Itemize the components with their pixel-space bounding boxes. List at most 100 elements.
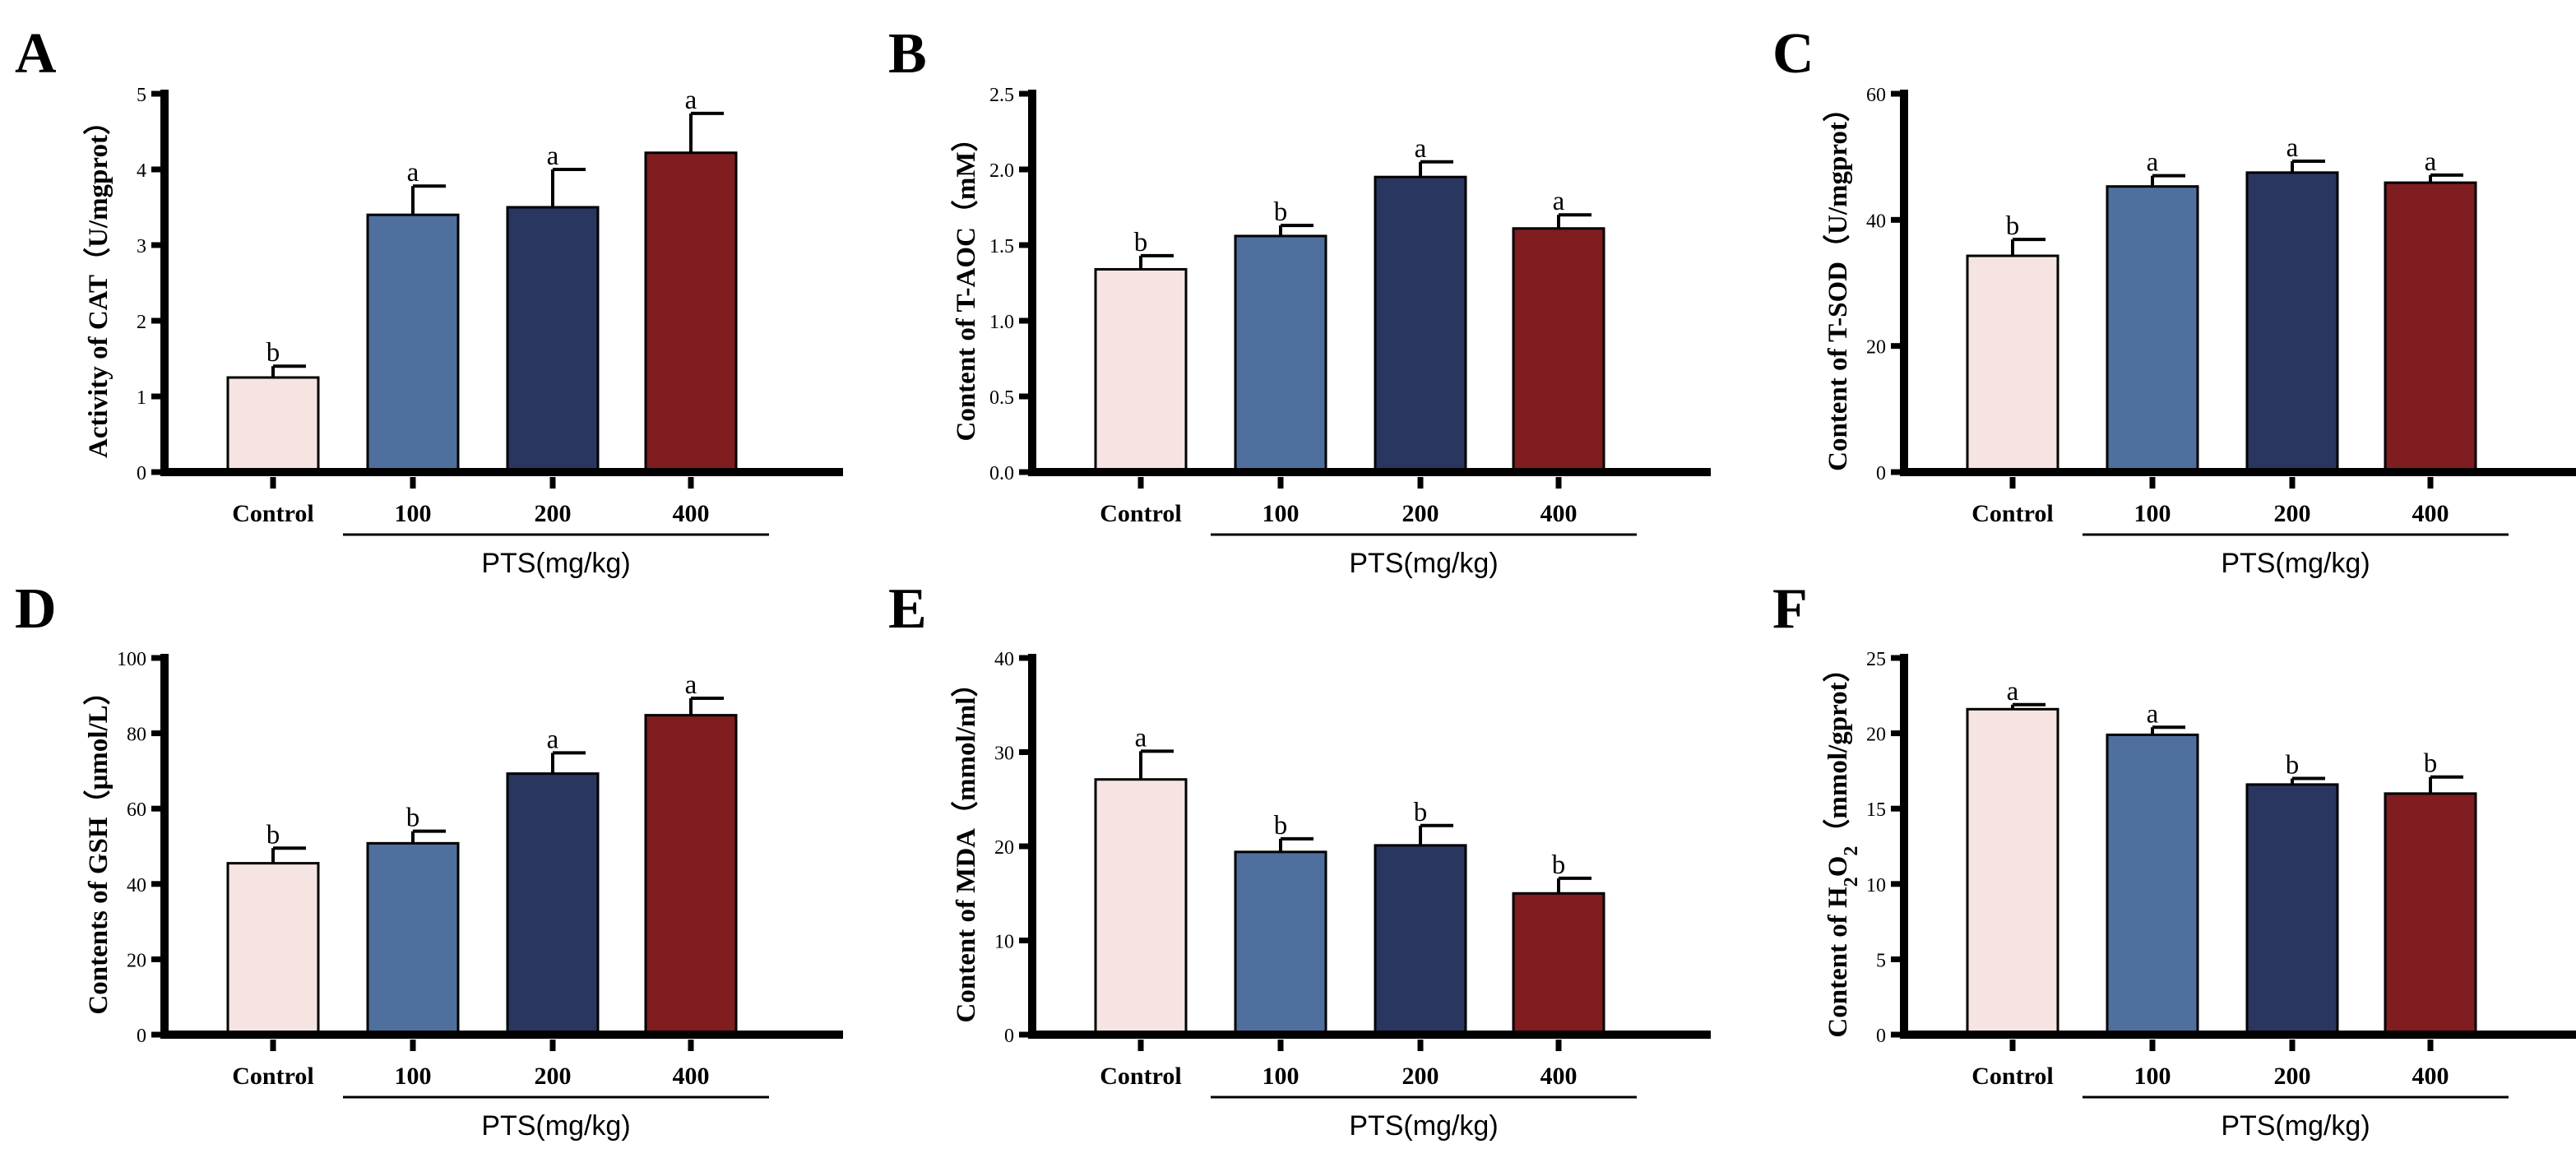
- y-tick-label: 0.5: [989, 387, 1014, 409]
- bar: [2106, 733, 2199, 1036]
- significance-label: a: [2147, 699, 2159, 729]
- panel-label: D: [15, 577, 57, 641]
- group-label: PTS(mg/kg): [481, 548, 630, 579]
- panel-b: Bb Control b 100 a 200 a 400 0.0 0.5 1.0 1.5 2.0 2.5 P…: [888, 22, 1711, 579]
- y-axis-label: Content of H2O2（mmol/gprot）: [1823, 655, 1862, 1037]
- x-tick-label: 100: [2134, 500, 2171, 527]
- x-tick-label: Control: [1100, 1063, 1181, 1090]
- y-tick-label: 0: [1876, 1026, 1886, 1047]
- y-tick-label: 60: [127, 799, 146, 821]
- x-tick-label: 200: [2274, 500, 2311, 527]
- significance-label: a: [685, 670, 697, 700]
- panel-f: Fa Control a 100 b 200 b 400 0 5 10 15 20 25 PTS(mg/kg…: [1772, 577, 2576, 1142]
- significance-label: b: [266, 820, 280, 850]
- significance-label: b: [406, 804, 420, 833]
- bar: [226, 376, 320, 474]
- significance-label: b: [1274, 197, 1288, 227]
- significance-label: a: [1415, 134, 1427, 164]
- y-tick-label: 30: [994, 743, 1014, 765]
- y-tick-label: 80: [127, 725, 146, 746]
- group-label: PTS(mg/kg): [1349, 548, 1498, 579]
- bar: [644, 151, 738, 474]
- bar: [1966, 254, 2059, 474]
- panel-e: Ea Control b 100 b 200 b 400 0 10 20 30 40 PTS(mg/kg)…: [888, 577, 1711, 1142]
- significance-label: a: [2425, 147, 2437, 177]
- y-tick-label: 5: [137, 85, 146, 106]
- y-tick-label: 3: [137, 236, 146, 257]
- significance-label: a: [547, 725, 559, 754]
- significance-label: b: [1552, 850, 1566, 880]
- bar: [644, 714, 738, 1036]
- panel-label: A: [15, 22, 57, 86]
- x-tick-label: 400: [2412, 500, 2449, 527]
- significance-label: b: [2286, 751, 2300, 780]
- y-tick-label: 2.0: [989, 160, 1014, 182]
- x-tick-label: 400: [673, 1063, 710, 1090]
- panel-label: E: [888, 577, 927, 641]
- y-tick-label: 40: [127, 875, 146, 896]
- y-axis-label-subscript: 2: [1841, 846, 1862, 856]
- y-tick-label: 2: [137, 312, 146, 333]
- y-axis-label: Content of T-AOC（mM）: [951, 125, 981, 442]
- significance-label: a: [1135, 723, 1147, 753]
- group-label: PTS(mg/kg): [2221, 548, 2370, 579]
- y-tick-label: 60: [1866, 85, 1886, 106]
- y-tick-label: 20: [1866, 337, 1886, 359]
- significance-label: b: [2006, 211, 2020, 241]
- y-axis-label: Content of T-SOD（U/mgprot）: [1823, 95, 1853, 471]
- bar: [506, 772, 600, 1036]
- y-tick-label: 0: [137, 1026, 146, 1047]
- panel-label: C: [1772, 22, 1814, 86]
- x-tick-label: 200: [2274, 1063, 2311, 1090]
- significance-label: b: [1134, 228, 1148, 257]
- bar: [1374, 844, 1467, 1036]
- y-tick-label: 1: [137, 387, 146, 409]
- panel-label: B: [888, 22, 927, 86]
- y-axis-label-subscript: 2: [1841, 877, 1862, 887]
- significance-label: a: [2007, 677, 2019, 706]
- significance-label: a: [407, 158, 419, 188]
- significance-label: b: [1414, 798, 1428, 827]
- y-axis-label: Contents of GSH（μmol/L）: [83, 678, 114, 1014]
- x-tick-label: 200: [535, 1063, 572, 1090]
- significance-label: a: [547, 141, 559, 171]
- bar: [1234, 850, 1327, 1036]
- y-tick-label: 0.0: [989, 463, 1014, 484]
- x-tick-label: Control: [232, 500, 313, 527]
- bar: [1966, 707, 2059, 1036]
- y-tick-label: 40: [1866, 211, 1886, 232]
- y-axis-label-part: （mmol/gprot）: [1823, 655, 1853, 845]
- x-tick-label: 400: [673, 500, 710, 527]
- bar: [1374, 175, 1467, 474]
- bar: [2245, 171, 2339, 474]
- y-tick-label: 5: [1876, 950, 1886, 971]
- bar: [2106, 185, 2199, 474]
- x-tick-label: Control: [232, 1063, 313, 1090]
- x-tick-label: 100: [1263, 1063, 1300, 1090]
- x-tick-label: 200: [535, 500, 572, 527]
- x-tick-label: 100: [395, 500, 432, 527]
- y-tick-label: 15: [1866, 799, 1886, 821]
- x-tick-label: 200: [1402, 1063, 1439, 1090]
- y-tick-label: 0: [1004, 1026, 1014, 1047]
- panel-c: Cb Control a 100 a 200 a 400 0 20 40 60 PTS(mg/kg) Co…: [1772, 22, 2576, 579]
- group-label: PTS(mg/kg): [481, 1110, 630, 1142]
- x-tick-label: 200: [1402, 500, 1439, 527]
- y-axis-label-part: O: [1823, 856, 1853, 878]
- bar: [366, 841, 460, 1036]
- significance-label: a: [2286, 133, 2299, 163]
- bar: [1234, 234, 1327, 474]
- bar: [2384, 792, 2477, 1036]
- y-tick-label: 100: [117, 649, 146, 670]
- x-tick-label: 100: [395, 1063, 432, 1090]
- x-tick-label: 100: [2134, 1063, 2171, 1090]
- y-tick-label: 10: [1866, 875, 1886, 896]
- significance-label: a: [1553, 187, 1565, 216]
- y-tick-label: 0: [1876, 463, 1886, 484]
- y-axis-label: Activity of CAT（U/mgprot）: [83, 108, 114, 458]
- group-label: PTS(mg/kg): [2221, 1110, 2370, 1142]
- x-tick-label: 400: [1541, 500, 1578, 527]
- x-tick-label: 400: [1541, 1063, 1578, 1090]
